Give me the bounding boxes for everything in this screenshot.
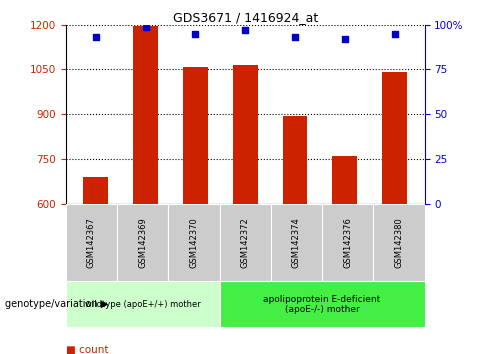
Text: apolipoprotein E-deficient
(apoE-/-) mother: apolipoprotein E-deficient (apoE-/-) mot…	[264, 295, 381, 314]
Text: wildtype (apoE+/+) mother: wildtype (apoE+/+) mother	[85, 300, 201, 309]
Bar	[233, 65, 258, 204]
Bar	[332, 156, 357, 204]
Text: GSM142376: GSM142376	[343, 217, 352, 268]
Text: genotype/variation ▶: genotype/variation ▶	[5, 299, 108, 309]
Bar	[283, 116, 307, 204]
Bar	[66, 204, 117, 281]
Title: GDS3671 / 1416924_at: GDS3671 / 1416924_at	[173, 11, 318, 24]
Text: GSM142369: GSM142369	[138, 217, 147, 268]
Point	[341, 36, 349, 42]
Point	[391, 31, 399, 36]
Point	[92, 34, 100, 40]
Bar	[168, 204, 220, 281]
Text: GSM142380: GSM142380	[394, 217, 404, 268]
Bar	[373, 204, 425, 281]
Bar	[271, 204, 322, 281]
Text: GSM142374: GSM142374	[292, 217, 301, 268]
Bar	[83, 177, 108, 204]
Bar	[322, 204, 373, 281]
Bar	[117, 204, 168, 281]
Text: GSM142370: GSM142370	[189, 217, 199, 268]
Bar	[66, 281, 220, 327]
Bar	[382, 73, 407, 204]
Bar	[220, 204, 271, 281]
Point	[242, 27, 249, 33]
Text: ■ count: ■ count	[66, 346, 108, 354]
Text: GSM142367: GSM142367	[87, 217, 96, 268]
Bar	[133, 26, 158, 204]
Point	[142, 24, 149, 29]
Text: GSM142372: GSM142372	[241, 217, 250, 268]
Point	[291, 34, 299, 40]
Bar	[220, 281, 425, 327]
Bar	[183, 67, 208, 204]
Point	[191, 31, 199, 36]
